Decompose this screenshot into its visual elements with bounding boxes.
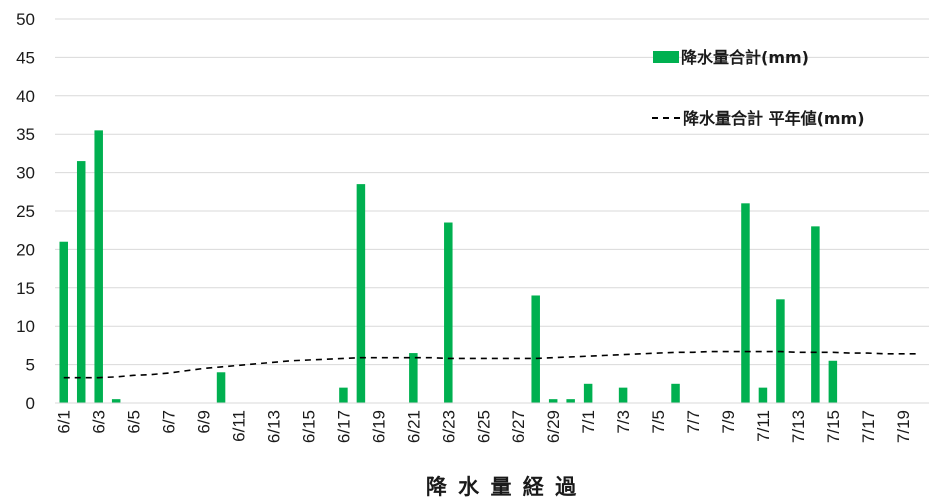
bar-7/14: [811, 226, 820, 403]
bar-7/6: [671, 383, 680, 403]
bar-6/2: [76, 161, 86, 403]
gridlines: [55, 18, 929, 366]
legend: 降水量合計(mm) 降水量合計 平年値(mm): [652, 48, 865, 128]
bar-6/28: [531, 295, 540, 403]
x-tick-label: 7/3: [614, 410, 633, 434]
y-tick-label: 0: [26, 394, 35, 413]
legend-line-label: 降水量合計 平年値(mm): [683, 109, 865, 128]
y-tick-label: 45: [16, 48, 35, 67]
bar-6/17: [339, 387, 348, 403]
y-tick-label: 10: [16, 317, 35, 336]
bar-7/10: [741, 203, 750, 403]
bar-6/3: [94, 130, 103, 404]
legend-bar-label: 降水量合計(mm): [681, 48, 809, 67]
legend-bar-swatch: [653, 51, 679, 63]
bar-6/21: [409, 353, 418, 403]
x-tick-label: 6/1: [55, 410, 74, 434]
x-tick-label: 6/7: [160, 410, 179, 434]
x-tick-label: 6/25: [474, 410, 493, 443]
x-tick-label: 6/27: [509, 410, 528, 443]
bar-6/18: [356, 184, 366, 403]
x-tick-label: 7/5: [649, 410, 668, 434]
y-tick-label: 30: [16, 164, 35, 183]
bar-7/1: [583, 383, 593, 403]
y-tick-label: 25: [16, 202, 35, 221]
x-axis-title: 降 水 量 経 過: [426, 475, 578, 499]
normal-line: [63, 350, 921, 379]
normal-line-series: [63, 350, 921, 379]
y-tick-label: 50: [16, 10, 35, 29]
y-tick-label: 40: [16, 87, 35, 106]
bar-7/3: [618, 387, 628, 403]
y-axis: 0 5 10 15 20 25 30 35 40 45 50: [16, 10, 35, 413]
bar-6/30: [566, 399, 575, 403]
y-tick-label: 15: [16, 279, 35, 298]
y-tick-label: 20: [16, 240, 35, 259]
x-tick-label: 6/19: [369, 410, 388, 443]
x-tick-label: 7/7: [684, 410, 703, 434]
x-tick-label: 7/19: [894, 410, 913, 443]
bar-6/10: [216, 372, 226, 403]
x-tick-label: 6/13: [265, 410, 284, 443]
x-tick-label: 7/1: [579, 410, 598, 434]
x-tick-label: 6/15: [299, 410, 318, 443]
x-tick-label: 7/11: [754, 410, 773, 442]
x-tick-label: 7/13: [789, 410, 808, 443]
y-tick-label: 35: [16, 125, 35, 144]
x-tick-label: 7/9: [719, 410, 738, 434]
y-tick-label: 5: [26, 356, 35, 375]
bar-series: [59, 130, 838, 404]
x-tick-label: 6/23: [439, 410, 458, 443]
bar-6/23: [444, 222, 453, 403]
x-tick-label: 7/15: [824, 410, 843, 443]
bar-7/15: [828, 360, 838, 403]
x-tick-label: 6/17: [334, 410, 353, 443]
x-tick-label: 6/21: [404, 410, 423, 443]
x-tick-label: 6/3: [90, 410, 109, 434]
x-tick-label: 6/11: [230, 410, 249, 442]
x-tick-label: 6/9: [195, 410, 214, 434]
bar-7/11: [758, 387, 768, 403]
x-tick-label: 7/17: [859, 410, 878, 443]
x-tick-label: 6/5: [125, 410, 144, 434]
bar-6/29: [548, 399, 558, 403]
bar-6/4: [111, 399, 121, 403]
x-tick-label: 6/29: [544, 410, 563, 443]
bar-6/1: [59, 241, 68, 403]
x-axis: 6/1 6/3 6/5 6/7 6/9 6/11 6/13 6/15 6/17 6/19 6/21 6…: [55, 410, 913, 443]
